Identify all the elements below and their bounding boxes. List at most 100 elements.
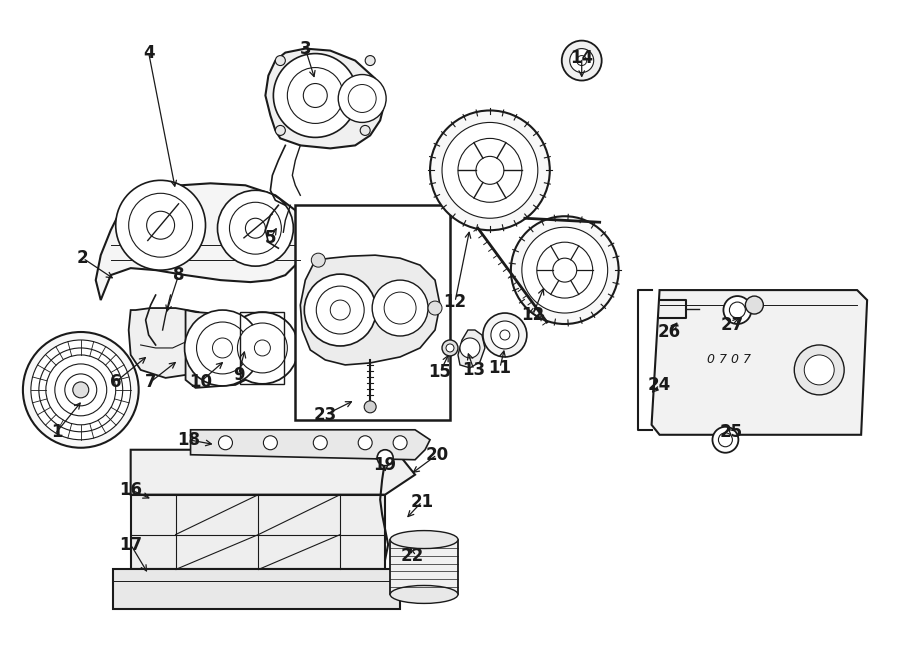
Text: 19: 19 xyxy=(374,455,397,474)
Circle shape xyxy=(562,40,602,81)
Circle shape xyxy=(430,110,550,230)
Circle shape xyxy=(147,212,175,239)
Text: 5: 5 xyxy=(265,229,276,247)
Circle shape xyxy=(31,340,130,440)
Circle shape xyxy=(212,338,232,358)
Polygon shape xyxy=(129,308,211,378)
Circle shape xyxy=(442,122,538,218)
Circle shape xyxy=(458,138,522,202)
Polygon shape xyxy=(112,570,400,609)
Polygon shape xyxy=(95,183,305,300)
Polygon shape xyxy=(458,330,485,368)
Circle shape xyxy=(129,193,193,257)
Text: 11: 11 xyxy=(489,359,511,377)
Text: 25: 25 xyxy=(720,423,743,441)
Circle shape xyxy=(500,330,510,340)
Circle shape xyxy=(275,126,285,136)
Text: 22: 22 xyxy=(400,547,424,564)
Circle shape xyxy=(303,83,328,108)
Circle shape xyxy=(196,322,248,374)
Text: 7: 7 xyxy=(145,373,157,391)
Circle shape xyxy=(304,274,376,346)
Circle shape xyxy=(219,436,232,449)
Circle shape xyxy=(348,85,376,112)
Circle shape xyxy=(316,286,364,334)
Polygon shape xyxy=(652,290,867,435)
Circle shape xyxy=(227,312,298,384)
Circle shape xyxy=(46,355,116,425)
Circle shape xyxy=(338,75,386,122)
Circle shape xyxy=(795,345,844,395)
Circle shape xyxy=(360,126,370,136)
Circle shape xyxy=(442,340,458,356)
Text: 26: 26 xyxy=(658,323,681,341)
Circle shape xyxy=(364,401,376,413)
Circle shape xyxy=(330,300,350,320)
Circle shape xyxy=(428,301,442,315)
Circle shape xyxy=(22,332,139,447)
Text: 1: 1 xyxy=(51,423,63,441)
Text: 12: 12 xyxy=(444,293,466,311)
Circle shape xyxy=(483,313,526,357)
Circle shape xyxy=(73,382,89,398)
Circle shape xyxy=(553,258,577,282)
Circle shape xyxy=(393,436,407,449)
Circle shape xyxy=(287,67,343,124)
Polygon shape xyxy=(130,449,415,494)
Text: 21: 21 xyxy=(410,492,434,511)
Text: 24: 24 xyxy=(648,376,671,394)
Polygon shape xyxy=(301,255,440,365)
Bar xyxy=(240,312,284,384)
Text: 6: 6 xyxy=(110,373,122,391)
Ellipse shape xyxy=(390,531,458,549)
Circle shape xyxy=(713,427,738,453)
Circle shape xyxy=(724,296,752,324)
Text: 16: 16 xyxy=(119,481,142,498)
Circle shape xyxy=(745,296,763,314)
Bar xyxy=(295,206,450,420)
Circle shape xyxy=(274,54,357,137)
Text: 17: 17 xyxy=(119,535,142,553)
Polygon shape xyxy=(130,494,385,570)
Polygon shape xyxy=(266,49,385,148)
Text: 12: 12 xyxy=(521,306,544,324)
Circle shape xyxy=(246,218,266,238)
Polygon shape xyxy=(185,310,260,388)
Polygon shape xyxy=(191,430,430,460)
Circle shape xyxy=(476,157,504,184)
Ellipse shape xyxy=(390,586,458,603)
Circle shape xyxy=(460,338,480,358)
Circle shape xyxy=(275,56,285,65)
Circle shape xyxy=(313,436,328,449)
Text: 15: 15 xyxy=(428,363,452,381)
Text: 4: 4 xyxy=(143,44,155,61)
Circle shape xyxy=(577,56,587,65)
Circle shape xyxy=(55,364,107,416)
Text: 9: 9 xyxy=(232,366,244,384)
Circle shape xyxy=(230,202,282,254)
Circle shape xyxy=(116,180,205,270)
Circle shape xyxy=(373,280,428,336)
Circle shape xyxy=(570,49,594,73)
Circle shape xyxy=(377,449,393,466)
Text: 14: 14 xyxy=(571,48,593,67)
Circle shape xyxy=(184,310,260,386)
Text: 3: 3 xyxy=(300,40,311,58)
Circle shape xyxy=(255,340,270,356)
Text: 2: 2 xyxy=(77,249,88,267)
Circle shape xyxy=(729,302,745,318)
Circle shape xyxy=(805,355,834,385)
Circle shape xyxy=(311,253,325,267)
Bar xyxy=(390,539,458,594)
Text: 10: 10 xyxy=(189,373,212,391)
Circle shape xyxy=(522,227,608,313)
Circle shape xyxy=(446,344,454,352)
Text: 0 7 0 7: 0 7 0 7 xyxy=(707,354,751,366)
Circle shape xyxy=(491,321,519,349)
Circle shape xyxy=(365,56,375,65)
Text: 23: 23 xyxy=(313,406,337,424)
Text: 27: 27 xyxy=(721,316,744,334)
Text: 13: 13 xyxy=(463,361,485,379)
Circle shape xyxy=(511,216,618,324)
Circle shape xyxy=(218,190,293,266)
